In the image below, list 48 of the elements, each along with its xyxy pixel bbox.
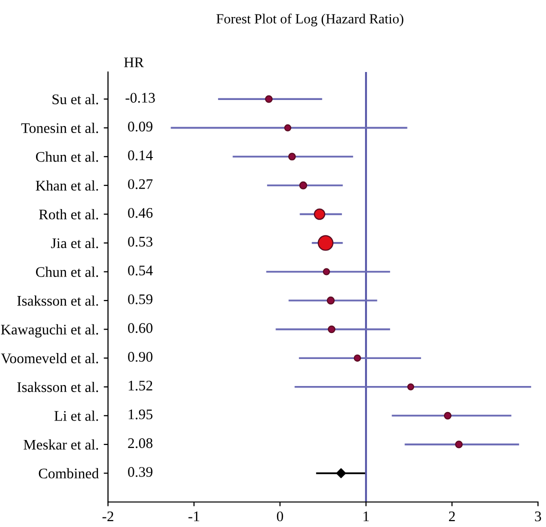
point bbox=[407, 383, 414, 390]
y-tick-label: Voomeveld et al. bbox=[0, 353, 98, 364]
text: 1.95 bbox=[128, 410, 152, 420]
text: 2.08 bbox=[128, 438, 152, 448]
text: -0.13 bbox=[126, 92, 155, 103]
text: 0.60 bbox=[128, 323, 152, 334]
text: 0.27 bbox=[128, 179, 153, 190]
text: 0.46 bbox=[128, 208, 153, 218]
y-tick-label: Isaksson et al. bbox=[17, 382, 98, 392]
text: 0.39 bbox=[128, 467, 152, 477]
x-tick-label: -2 bbox=[102, 511, 114, 522]
point bbox=[265, 95, 273, 103]
y-tick-label: Khan et al. bbox=[36, 180, 98, 191]
point bbox=[322, 268, 330, 276]
x-tick-label: 1 bbox=[364, 512, 369, 522]
x-tick-label: 2 bbox=[448, 511, 455, 522]
point bbox=[455, 440, 463, 448]
text: 0.14 bbox=[128, 150, 153, 160]
y-tick-label: Combined bbox=[38, 468, 99, 478]
y-tick-label: Kawaguchi et al. bbox=[0, 324, 98, 338]
point bbox=[326, 296, 335, 304]
point bbox=[288, 152, 296, 160]
y-tick-label: Su et al. bbox=[52, 94, 98, 104]
text: 0.53 bbox=[128, 236, 152, 247]
x-tick-label: -1 bbox=[188, 512, 200, 522]
y-tick-label: Isaksson et al. bbox=[17, 295, 98, 306]
text: 0.54 bbox=[128, 266, 153, 276]
text: HR bbox=[124, 58, 144, 68]
point bbox=[444, 412, 452, 420]
text: 0.59 bbox=[128, 294, 152, 304]
text: 0.09 bbox=[128, 122, 152, 132]
point bbox=[336, 468, 346, 478]
y-tick-label: Roth et al. bbox=[39, 209, 98, 220]
point bbox=[284, 124, 292, 132]
y-tick-label: Meskar et al. bbox=[24, 439, 98, 450]
chart-title: Forest Plot of Log (Hazard Ratio) bbox=[216, 14, 404, 26]
y-tick-label: Tonesin et al. bbox=[21, 122, 98, 134]
y-tick-label: Chun et al. bbox=[36, 266, 98, 278]
point bbox=[299, 181, 308, 190]
x-tick-label: 3 bbox=[535, 511, 542, 522]
y-tick-label: Chun et al. bbox=[36, 152, 98, 162]
text: 0.90 bbox=[128, 352, 152, 362]
point bbox=[354, 354, 362, 362]
y-tick-label: Li et al. bbox=[54, 410, 98, 421]
y-tick-label: Jia et al. bbox=[51, 238, 98, 248]
x-tick-label: 0 bbox=[276, 511, 284, 522]
point bbox=[328, 325, 336, 334]
text: 1.52 bbox=[128, 380, 152, 391]
